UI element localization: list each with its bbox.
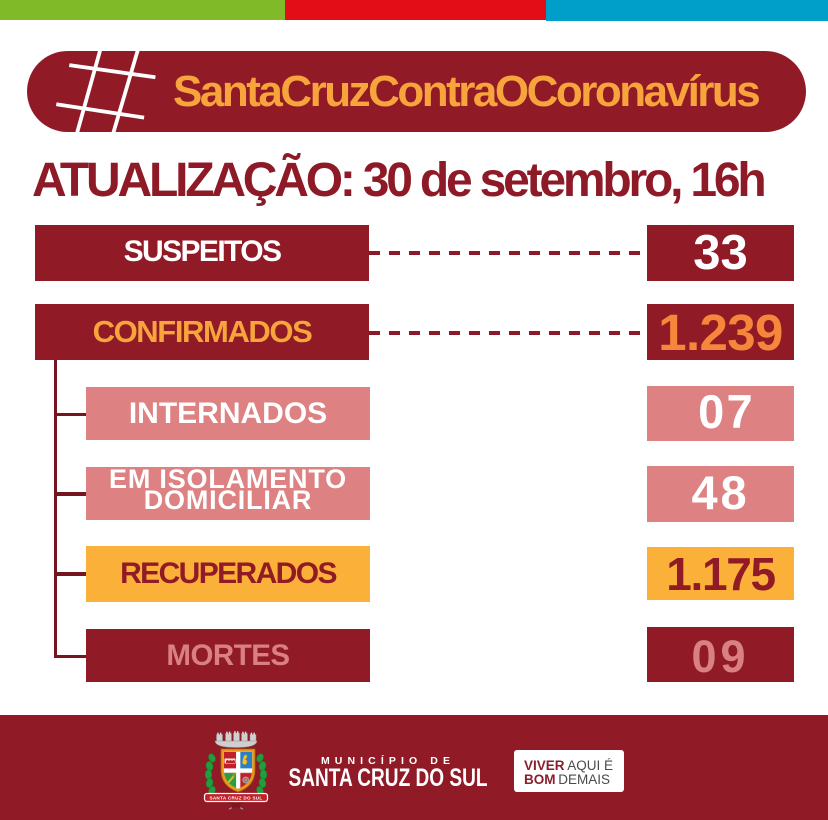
svg-text:SANTA CRUZ DO SUL: SANTA CRUZ DO SUL — [209, 796, 262, 801]
